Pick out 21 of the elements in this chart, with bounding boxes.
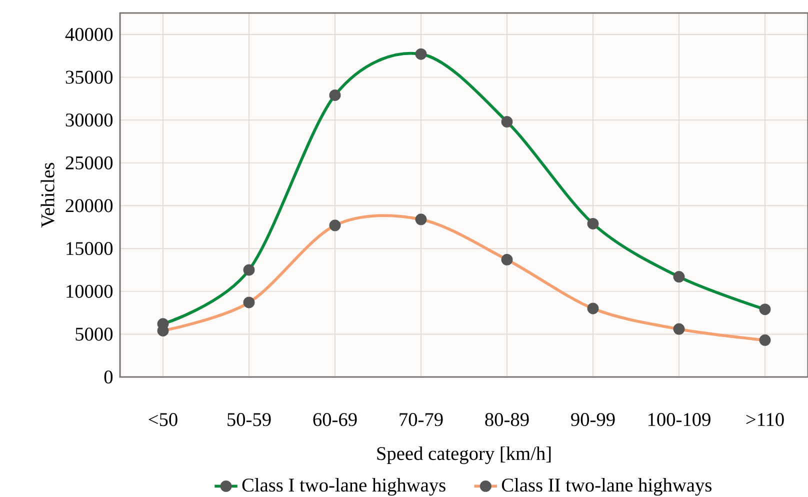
x-axis-title: Speed category [km/h] bbox=[377, 446, 551, 464]
y-tick-label: 0 bbox=[104, 370, 113, 384]
x-tick-label: 80-89 bbox=[485, 413, 529, 426]
legend-label: Class I two-lane highways bbox=[242, 478, 446, 496]
y-axis-title: Vehicles bbox=[40, 162, 54, 228]
x-tick-label: 70-79 bbox=[400, 413, 443, 426]
y-tick-label: 35000 bbox=[66, 70, 113, 84]
y-tick-label: 15000 bbox=[66, 242, 113, 256]
x-tick-label: <50 bbox=[148, 413, 178, 426]
y-tick-label: 20000 bbox=[66, 199, 113, 212]
x-tick-label: >110 bbox=[746, 413, 784, 426]
y-tick-label: 10000 bbox=[66, 284, 113, 298]
y-tick-label: 25000 bbox=[66, 156, 113, 170]
legend-label: Class II two-lane highways bbox=[502, 478, 712, 496]
x-tick-label: 60-69 bbox=[313, 413, 357, 426]
x-tick-label: 50-59 bbox=[228, 413, 271, 426]
y-tick-label: 40000 bbox=[65, 28, 113, 41]
y-tick-label: 5000 bbox=[76, 328, 113, 341]
x-tick-label: 90-99 bbox=[571, 413, 615, 426]
x-tick-label: 100-109 bbox=[648, 413, 710, 426]
y-tick-label: 30000 bbox=[66, 114, 113, 127]
